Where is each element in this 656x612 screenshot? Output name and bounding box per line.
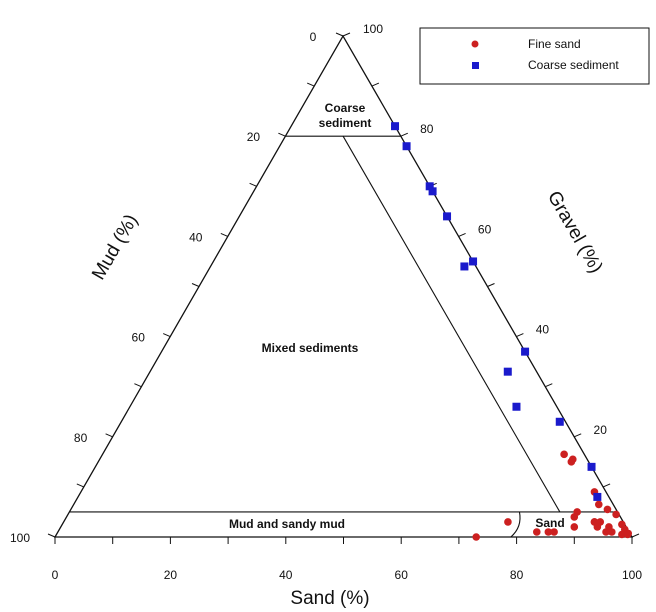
tick-mud xyxy=(47,533,56,538)
tick-label-mud: 80 xyxy=(74,431,88,445)
boundary-mixed-sediments xyxy=(342,135,561,513)
point-fine-sand xyxy=(618,530,626,539)
point-coarse-sediment xyxy=(521,347,530,356)
region-label-coarse-sediment: Coarse sediment xyxy=(319,101,372,130)
tick-mud xyxy=(163,333,171,338)
tick-label-sand: 80 xyxy=(510,568,524,582)
point-fine-sand xyxy=(603,505,612,514)
tick-gravel xyxy=(371,82,380,87)
point-fine-sand xyxy=(560,450,568,459)
tick-mud xyxy=(307,82,315,87)
region-label-mud-and-sandy-mud: Mud and sandy mud xyxy=(229,517,345,531)
tick-gravel xyxy=(400,132,408,137)
legend-label-fine-sand: Fine sand xyxy=(528,37,581,51)
point-coarse-sediment xyxy=(402,142,411,151)
tick-label-gravel: 40 xyxy=(536,323,550,337)
tick-gravel xyxy=(545,383,553,388)
point-coarse-sediment xyxy=(587,462,596,471)
point-fine-sand xyxy=(596,518,605,526)
point-fine-sand xyxy=(612,510,620,519)
tick-gravel xyxy=(602,483,611,488)
tick-mud xyxy=(76,483,84,488)
tick-gravel xyxy=(631,533,640,538)
axis-title-sand: Sand (%) xyxy=(290,588,369,609)
point-fine-sand xyxy=(532,528,541,536)
point-coarse-sediment xyxy=(460,262,469,271)
axis-title-gravel: Gravel (%) xyxy=(543,188,607,277)
legend-marker-coarse-sediment xyxy=(472,62,479,69)
tick-gravel xyxy=(458,232,466,237)
tick-gravel xyxy=(342,32,351,37)
tick-mud xyxy=(191,283,200,287)
point-coarse-sediment xyxy=(512,402,521,411)
tick-label-sand: 0 xyxy=(52,568,59,582)
tick-mud xyxy=(249,182,257,187)
point-fine-sand xyxy=(605,523,613,531)
point-fine-sand xyxy=(570,523,579,531)
legend-box xyxy=(419,27,650,85)
tick-mud xyxy=(335,32,344,37)
tick-mud xyxy=(220,232,228,237)
tick-label-gravel: 80 xyxy=(420,122,434,136)
tick-gravel xyxy=(574,433,582,438)
point-coarse-sediment xyxy=(443,212,452,221)
point-fine-sand xyxy=(504,518,512,526)
point-coarse-sediment xyxy=(428,187,437,196)
tick-label-mud: 40 xyxy=(189,230,203,244)
tick-label-mud: 0 xyxy=(310,30,317,44)
point-fine-sand xyxy=(570,513,579,521)
point-coarse-sediment xyxy=(425,182,434,191)
region-label-mixed-sediments: Mixed sediments xyxy=(262,341,359,355)
tick-mud xyxy=(278,132,286,137)
tick-gravel xyxy=(516,333,524,338)
tick-label-sand: 100 xyxy=(622,568,642,582)
tick-gravel xyxy=(487,283,495,287)
legend-label-coarse-sediment: Coarse sediment xyxy=(528,58,619,72)
tick-label-gravel: 100 xyxy=(363,22,383,36)
point-fine-sand xyxy=(594,500,603,509)
point-coarse-sediment xyxy=(503,367,512,376)
tick-mud xyxy=(134,383,142,388)
legend-marker-fine-sand xyxy=(471,40,479,48)
region-label-sand: Sand xyxy=(535,516,564,530)
point-fine-sand xyxy=(550,528,558,536)
point-fine-sand xyxy=(472,533,481,541)
tick-label-sand: 20 xyxy=(164,568,178,582)
tick-label-mud: 20 xyxy=(247,130,261,144)
tick-label-sand: 60 xyxy=(395,568,409,582)
boundary-sand xyxy=(510,511,521,538)
point-coarse-sediment xyxy=(391,122,400,131)
point-fine-sand xyxy=(623,530,632,539)
point-coarse-sediment xyxy=(469,257,478,266)
point-coarse-sediment xyxy=(593,492,602,501)
tick-mud xyxy=(105,433,113,438)
tick-label-gravel: 60 xyxy=(478,222,492,236)
tick-label-sand: 40 xyxy=(279,568,293,582)
axis-title-mud: Mud (%) xyxy=(88,211,142,284)
point-fine-sand xyxy=(568,455,577,464)
tick-label-gravel: 20 xyxy=(594,423,608,437)
tick-label-mud: 100 xyxy=(10,531,30,545)
tick-label-mud: 60 xyxy=(132,331,146,345)
point-coarse-sediment xyxy=(555,417,564,426)
point-fine-sand xyxy=(544,528,553,536)
